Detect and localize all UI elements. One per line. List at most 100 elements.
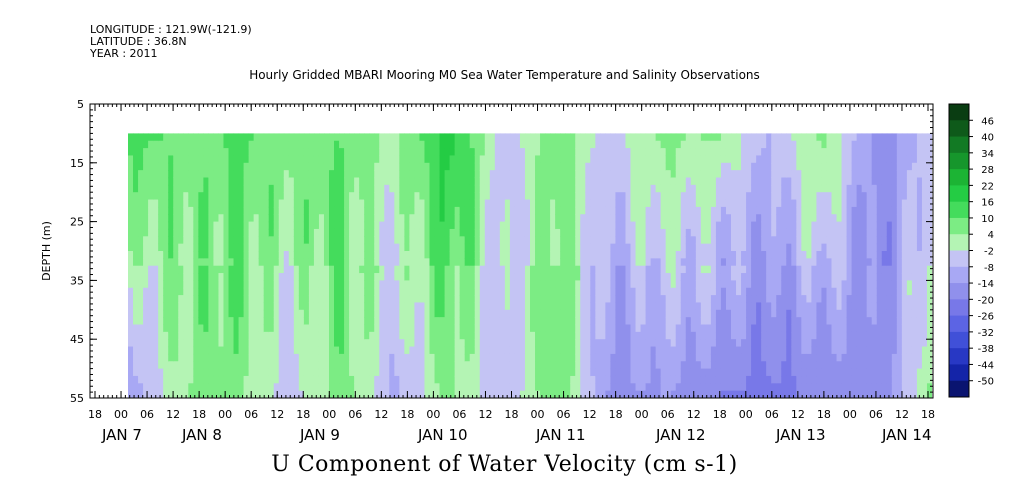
heat-cell [645, 280, 652, 289]
heat-cell [133, 214, 139, 223]
heat-cell [138, 287, 144, 296]
heat-cell [670, 184, 677, 193]
heat-cell [685, 184, 692, 193]
heat-cell [595, 192, 601, 201]
heat-cell [359, 243, 365, 252]
heat-cell [605, 317, 612, 326]
heat-cell [796, 339, 802, 348]
heat-cell [349, 192, 355, 201]
heat-cell [369, 162, 375, 171]
heat-cell [173, 324, 179, 333]
heat-cell [781, 251, 787, 259]
heat-cell [414, 375, 421, 384]
heat-cell [821, 170, 828, 179]
heat-cell [620, 258, 627, 267]
heat-cell [530, 287, 536, 296]
heat-cell [705, 155, 712, 164]
heat-cell [308, 339, 315, 348]
heat-cell [278, 170, 285, 179]
heat-cell [128, 206, 134, 215]
heat-cell [655, 361, 662, 370]
heat-cell [715, 273, 722, 281]
heat-cell [424, 265, 431, 274]
heat-cell [610, 383, 617, 392]
heat-cell [248, 309, 255, 318]
heat-cell [268, 199, 275, 208]
heat-cell [484, 368, 491, 377]
heat-cell [725, 214, 732, 223]
heat-cell [791, 177, 797, 186]
heat-cell [128, 192, 134, 201]
heat-cell [354, 324, 360, 333]
heat-cell [595, 383, 601, 392]
heat-cell [479, 184, 486, 193]
heat-cell [128, 162, 134, 171]
heat-cell [766, 199, 772, 208]
heat-cell [560, 331, 566, 340]
heat-cell [208, 331, 215, 340]
heat-cell [434, 170, 441, 179]
heat-cell [298, 324, 305, 333]
heat-cell [258, 339, 265, 348]
heat-cell [665, 206, 672, 215]
heat-cell [238, 251, 245, 259]
heat-cell [173, 184, 179, 193]
heat-cell [489, 184, 496, 193]
heat-cell [444, 251, 451, 259]
heat-cell [514, 309, 521, 318]
heat-cell [404, 155, 411, 164]
heat-cell [610, 184, 617, 193]
heat-cell [439, 331, 446, 340]
heat-cell [690, 317, 697, 326]
heat-cell [394, 243, 400, 252]
heat-cell [459, 170, 466, 179]
heat-cell [128, 331, 134, 340]
heat-cell [715, 331, 722, 340]
heat-cell [610, 140, 617, 149]
heat-cell [389, 170, 395, 179]
heat-cell [710, 162, 717, 171]
heat-cell [645, 251, 652, 259]
heat-cell [610, 214, 617, 223]
heat-cell [293, 280, 300, 289]
heat-cell [690, 170, 697, 179]
heat-cell [313, 317, 320, 326]
heat-cell [494, 295, 501, 304]
heat-cell [138, 353, 144, 362]
heat-cell [394, 302, 400, 311]
heat-cell [710, 361, 717, 370]
heat-cell [650, 295, 657, 304]
heat-cell [640, 258, 647, 267]
heat-cell [163, 221, 169, 230]
heat-cell [615, 251, 622, 259]
heat-cell [283, 346, 290, 355]
heat-cell [660, 390, 667, 398]
heat-cell [399, 287, 405, 296]
heat-cell [540, 155, 546, 164]
heat-cell [479, 265, 486, 274]
heat-cell [600, 258, 606, 267]
heat-cell [198, 155, 204, 164]
heat-cell [143, 140, 149, 149]
heat-cell [665, 273, 672, 281]
heat-cell [349, 383, 355, 392]
heat-cell [469, 361, 476, 370]
heat-cell [796, 258, 802, 267]
heat-cell [313, 353, 320, 362]
heat-cell [404, 177, 411, 186]
heat-cell [454, 273, 461, 281]
heat-cell [233, 287, 240, 296]
heat-cell [153, 287, 159, 296]
heat-cell [128, 346, 134, 355]
heat-cell [344, 192, 350, 201]
heat-cell [509, 309, 516, 318]
heat-cell [323, 317, 330, 326]
heat-cell [318, 184, 325, 193]
heat-cell [424, 368, 431, 377]
heat-cell [685, 302, 692, 311]
heat-cell [258, 228, 265, 237]
heat-cell [615, 309, 622, 318]
heat-cell [801, 133, 807, 142]
heat-cell [640, 214, 647, 223]
heat-cell [354, 258, 360, 267]
